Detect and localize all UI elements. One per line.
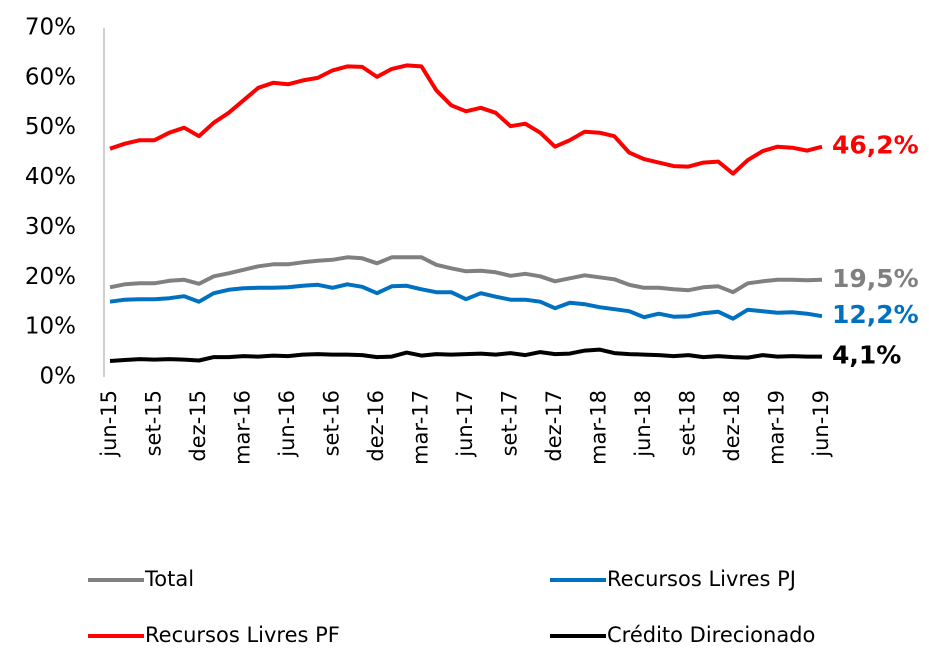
- x-tick-label: dez-18: [720, 390, 744, 462]
- x-tick-label: jun-16: [275, 390, 299, 458]
- x-tick-label: set-18: [676, 390, 700, 456]
- x-tick-label: jun-19: [809, 390, 833, 458]
- x-tick-label: jun-18: [631, 390, 655, 458]
- legend-label: Total: [144, 567, 194, 591]
- value-label: 12,2%: [832, 300, 919, 329]
- series-line: [109, 347, 822, 363]
- series-line: [109, 282, 823, 321]
- y-tick-label: 70%: [25, 15, 76, 41]
- y-tick-label: 40%: [25, 164, 76, 190]
- x-tick-label: mar-19: [765, 390, 789, 465]
- x-tick-label: dez-16: [364, 390, 388, 462]
- y-tick-label: 0%: [40, 364, 77, 390]
- x-tick-label: set-16: [320, 390, 344, 456]
- value-label: 4,1%: [832, 341, 901, 370]
- x-tick-label: dez-17: [542, 390, 566, 462]
- y-tick-label: 10%: [25, 314, 76, 340]
- series-line: [109, 63, 823, 176]
- y-tick-label: 20%: [25, 264, 76, 290]
- x-tick-label: set-15: [142, 390, 166, 456]
- legend-label: Recursos Livres PJ: [607, 567, 796, 591]
- value-label: 46,2%: [832, 131, 919, 160]
- x-tick-label: jun-15: [97, 390, 121, 458]
- x-tick-label: set-17: [498, 390, 522, 456]
- y-tick-label: 30%: [25, 214, 76, 240]
- legend-label: Recursos Livres PF: [145, 623, 340, 647]
- value-label: 19,5%: [832, 264, 919, 293]
- x-tick-label: mar-17: [409, 390, 433, 465]
- legend-label: Crédito Direcionado: [607, 623, 815, 647]
- x-tick-label: mar-16: [231, 390, 255, 465]
- y-tick-label: 50%: [25, 114, 76, 140]
- y-tick-label: 60%: [25, 64, 76, 90]
- x-tick-label: mar-18: [587, 390, 611, 465]
- x-tick-label: jun-17: [453, 390, 477, 458]
- x-tick-label: dez-15: [186, 390, 210, 462]
- series-line: [109, 255, 823, 295]
